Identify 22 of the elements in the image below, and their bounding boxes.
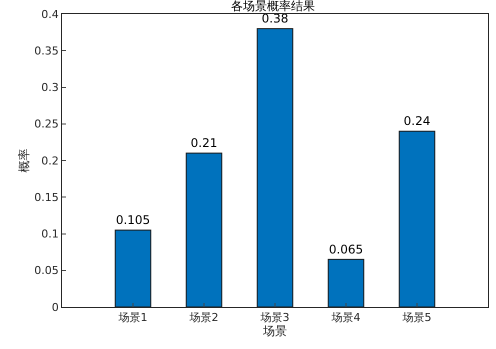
x-tick-label: 场景1 [118,311,148,324]
x-tick-label: 场景3 [260,311,290,324]
y-tick-label: 0 [52,300,59,314]
x-tick-label: 场景2 [188,311,218,324]
chart-title: 各场景概率结果 [230,0,315,14]
y-tick-label: 0.25 [34,118,59,131]
x-axis-title: 场景 [262,324,287,338]
y-tick-label: 0.05 [34,264,59,278]
data-label: 0.24 [404,114,430,128]
y-tick-label: 0.35 [34,44,59,58]
data-label: 0.21 [190,136,218,150]
x-tick-label: 场景5 [402,311,432,324]
data-label: 0.065 [328,242,364,256]
y-tick-label: 0.3 [41,81,59,94]
data-label: 0.38 [262,12,288,26]
y-tick-label: 0.2 [41,154,59,168]
x-tick-label: 场景4 [330,311,360,324]
y-tick-label: 0.15 [34,190,59,204]
data-label: 0.105 [116,213,150,228]
y-tick-label: 0.4 [41,8,59,21]
y-tick-label: 0.1 [41,228,59,241]
y-axis-title: 概率 [17,148,31,172]
